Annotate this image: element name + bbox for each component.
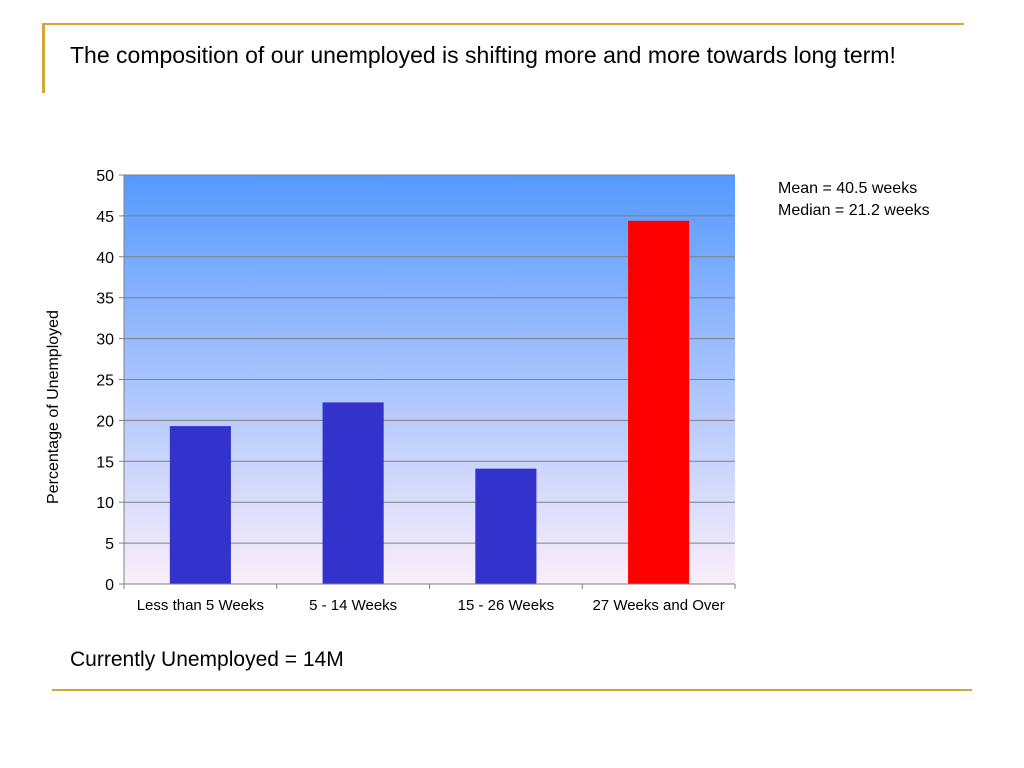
bar-5-14-weeks [322,402,384,584]
y-tick-label: 0 [105,577,114,594]
unemployed-total-note: Currently Unemployed = 14M [70,648,344,671]
bar-15-26-weeks [475,468,537,584]
axes: 0 5 10 15 20 25 30 35 40 45 50 Less than 5 Weeks 5 -… [96,168,736,614]
y-tick-label: 5 [105,536,114,553]
mean-stat: Mean = 40.5 weeks [778,180,918,197]
y-tick-label: 40 [96,250,114,267]
bar-less-than-5-weeks [169,426,231,584]
y-tick-label: 25 [96,373,114,390]
x-tick-label: Less than 5 Weeks [137,597,264,614]
slide-title: The composition of our unemployed is shi… [70,42,896,68]
median-stat: Median = 21.2 weeks [778,202,930,219]
y-tick-label: 15 [96,454,114,471]
y-tick-label: 20 [96,413,114,430]
left-accent-line [42,23,45,93]
y-tick-label: 30 [96,332,114,349]
bars [169,220,690,585]
x-tick-label: 15 - 26 Weeks [458,597,554,614]
y-tick-label: 45 [96,209,114,226]
y-tick-label: 50 [96,168,114,185]
top-accent-line [42,23,964,25]
bottom-accent-line [52,689,972,691]
x-tick-label: 27 Weeks and Over [592,597,724,614]
y-tick-label: 35 [96,291,114,308]
bar-27-weeks-and-over [628,220,690,585]
y-tick-label: 10 [96,495,114,512]
summary-stats: Mean = 40.5 weeks Median = 21.2 weeks [778,178,930,222]
y-axis-label: Percentage of Unemployed [45,310,62,504]
x-tick-label: 5 - 14 Weeks [309,597,397,614]
